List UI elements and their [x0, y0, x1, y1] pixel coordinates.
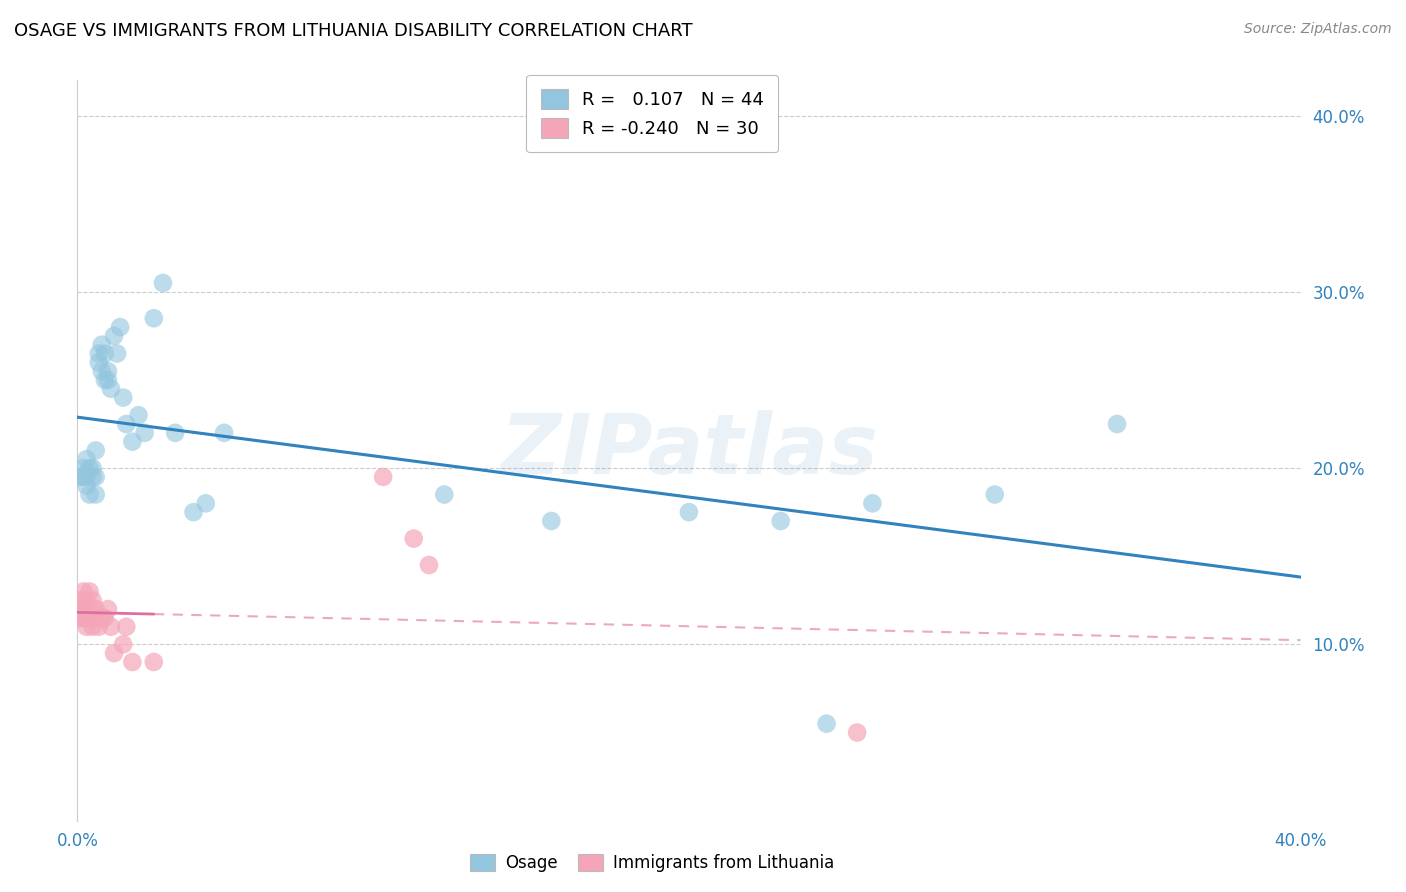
- Point: [97, 364, 120, 378]
- Point: [76, 620, 98, 634]
- Point: [165, 425, 187, 440]
- Point: [1107, 417, 1129, 431]
- Point: [76, 479, 98, 493]
- Point: [769, 514, 792, 528]
- Point: [84, 611, 107, 625]
- Point: [540, 514, 562, 528]
- Point: [76, 452, 98, 467]
- Point: [79, 461, 101, 475]
- Point: [142, 655, 165, 669]
- Point: [82, 470, 104, 484]
- Point: [194, 496, 217, 510]
- Point: [72, 602, 94, 616]
- Point: [418, 558, 440, 572]
- Point: [134, 425, 156, 440]
- Point: [100, 382, 122, 396]
- Point: [84, 487, 107, 501]
- Point: [103, 646, 125, 660]
- Point: [76, 593, 98, 607]
- Point: [87, 620, 110, 634]
- Point: [90, 337, 112, 351]
- Point: [112, 391, 135, 405]
- Point: [152, 276, 174, 290]
- Point: [72, 584, 94, 599]
- Point: [121, 655, 143, 669]
- Point: [87, 355, 110, 369]
- Point: [862, 496, 884, 510]
- Point: [103, 329, 125, 343]
- Point: [72, 470, 94, 484]
- Legend: Osage, Immigrants from Lithuania: Osage, Immigrants from Lithuania: [464, 847, 841, 879]
- Text: OSAGE VS IMMIGRANTS FROM LITHUANIA DISABILITY CORRELATION CHART: OSAGE VS IMMIGRANTS FROM LITHUANIA DISAB…: [14, 22, 693, 40]
- Point: [94, 346, 117, 360]
- Point: [84, 443, 107, 458]
- Point: [433, 487, 456, 501]
- Point: [94, 373, 117, 387]
- Point: [105, 346, 128, 360]
- Point: [100, 620, 122, 634]
- Point: [371, 470, 394, 484]
- Point: [79, 487, 101, 501]
- Point: [112, 637, 135, 651]
- Point: [678, 505, 700, 519]
- Point: [82, 593, 104, 607]
- Point: [72, 611, 94, 625]
- Point: [846, 725, 869, 739]
- Text: Source: ZipAtlas.com: Source: ZipAtlas.com: [1244, 22, 1392, 37]
- Point: [815, 716, 838, 731]
- Point: [90, 611, 112, 625]
- Point: [115, 620, 138, 634]
- Point: [79, 602, 101, 616]
- Point: [94, 611, 117, 625]
- Point: [212, 425, 235, 440]
- Point: [84, 470, 107, 484]
- Point: [984, 487, 1007, 501]
- Point: [142, 311, 165, 326]
- Point: [69, 602, 91, 616]
- Point: [76, 470, 98, 484]
- Point: [82, 620, 104, 634]
- Point: [121, 434, 143, 449]
- Point: [82, 461, 104, 475]
- Point: [115, 417, 138, 431]
- Point: [87, 346, 110, 360]
- Point: [79, 584, 101, 599]
- Point: [69, 593, 91, 607]
- Point: [183, 505, 205, 519]
- Point: [72, 461, 94, 475]
- Point: [84, 602, 107, 616]
- Text: ZIPatlas: ZIPatlas: [501, 410, 877, 491]
- Point: [69, 470, 91, 484]
- Point: [76, 611, 98, 625]
- Point: [402, 532, 425, 546]
- Point: [69, 611, 91, 625]
- Point: [97, 602, 120, 616]
- Point: [79, 611, 101, 625]
- Point: [90, 364, 112, 378]
- Point: [128, 408, 150, 422]
- Point: [97, 373, 120, 387]
- Point: [108, 320, 131, 334]
